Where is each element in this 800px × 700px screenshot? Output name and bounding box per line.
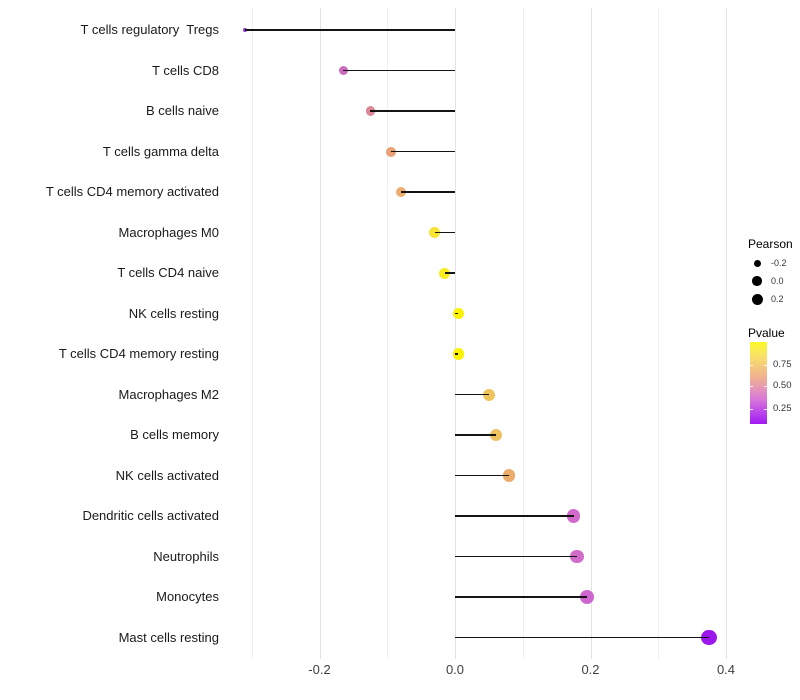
gridline-minor: [522, 8, 524, 659]
lollipop-stem: [370, 110, 455, 112]
colorbar-tick: [750, 408, 753, 410]
legend-size-dot: [753, 259, 761, 267]
lollipop-dot: [566, 509, 581, 523]
legend-size-dot: [751, 293, 763, 305]
colorbar-tick: [764, 408, 767, 410]
gridline-major: [590, 8, 592, 659]
pvalue-tick-label: 0.75: [773, 358, 792, 370]
y-axis-label: Dendritic cells activated: [82, 508, 219, 523]
legend-pvalue-title: Pvalue: [748, 326, 785, 340]
x-axis-tick-label: -0.2: [308, 662, 331, 677]
pvalue-tick-label: 0.25: [773, 402, 792, 414]
legend-size-label: 0.0: [771, 276, 784, 286]
lollipop-stem: [390, 150, 455, 153]
lollipop-stem: [455, 393, 489, 396]
pvalue-tick-label: 0.50: [773, 380, 792, 392]
y-axis-label: Macrophages M0: [118, 224, 219, 240]
y-axis-label: T cells CD4 memory activated: [45, 184, 219, 199]
legend-pearson-title: Pearson: [748, 237, 793, 251]
lollipop-stem: [455, 555, 577, 558]
colorbar-tick: [750, 364, 753, 366]
lollipop-stem: [455, 434, 496, 436]
y-axis-label: Macrophages M2: [118, 386, 219, 402]
lollipop-stem: [455, 474, 510, 477]
y-axis-label: B cells naive: [146, 103, 219, 118]
lollipop-stem: [444, 272, 455, 274]
lollipop-dot: [580, 590, 595, 604]
y-axis-label: T cells gamma delta: [102, 143, 219, 159]
lollipop-dot: [452, 348, 465, 360]
lollipop-stem: [455, 353, 459, 355]
y-axis-label: NK cells activated: [115, 467, 219, 483]
y-axis-label: Mast cells resting: [118, 629, 219, 645]
colorbar-tick: [750, 386, 753, 388]
x-axis-tick-label: 0.2: [581, 662, 600, 677]
lollipop-stem: [455, 515, 574, 517]
lollipop-stem: [455, 596, 588, 598]
y-axis-label: T cells CD4 naive: [117, 265, 219, 280]
colorbar-tick: [764, 364, 767, 366]
legend-size-label: -0.2: [771, 258, 787, 268]
x-axis-tick-label: 0.4: [716, 662, 736, 677]
gridline-minor: [658, 8, 660, 659]
lollipop-stem: [244, 29, 455, 31]
lollipop-stem: [434, 231, 455, 234]
lollipop-stem: [455, 312, 459, 315]
legend-size-label: 0.2: [771, 294, 784, 304]
lollipop-stem: [400, 191, 455, 193]
lollipop-dot: [502, 469, 516, 482]
y-axis-label: NK cells resting: [128, 305, 219, 321]
legend-size-dot: [752, 276, 762, 286]
colorbar-tick: [764, 386, 767, 388]
y-axis-label: T cells CD8: [152, 62, 219, 78]
y-axis-label: T cells regulatory Tregs: [80, 22, 219, 37]
gridline-major: [726, 8, 727, 659]
lollipop-stem: [343, 69, 455, 72]
y-axis-label: Monocytes: [156, 589, 219, 604]
lollipop-stem: [455, 636, 710, 639]
y-axis-label: T cells CD4 memory resting: [58, 346, 219, 361]
x-axis-tick-label: 0.0: [445, 662, 465, 677]
lollipop-dot: [701, 629, 717, 646]
gridline-minor: [387, 8, 389, 659]
lollipop-dot: [489, 429, 502, 441]
lollipop-dot: [482, 388, 495, 401]
pvalue-colorbar: [750, 342, 767, 424]
y-axis-label: B cells memory: [130, 427, 219, 442]
gridline-major: [319, 8, 321, 659]
lollipop-dot: [570, 549, 584, 564]
lollipop-dot: [452, 307, 465, 320]
gridline-major: [455, 8, 456, 659]
gridline-minor: [251, 8, 253, 659]
y-axis-label: Neutrophils: [153, 548, 219, 564]
